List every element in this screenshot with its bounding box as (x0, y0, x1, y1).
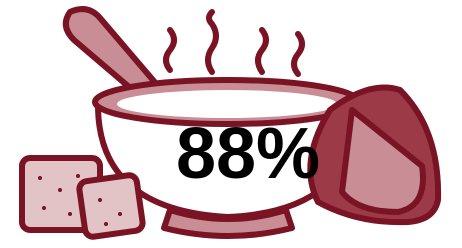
soup-illustration: 88% (0, 0, 462, 248)
percentage-label: 88% (176, 114, 320, 194)
steam (166, 12, 302, 74)
sandwich (310, 88, 438, 223)
